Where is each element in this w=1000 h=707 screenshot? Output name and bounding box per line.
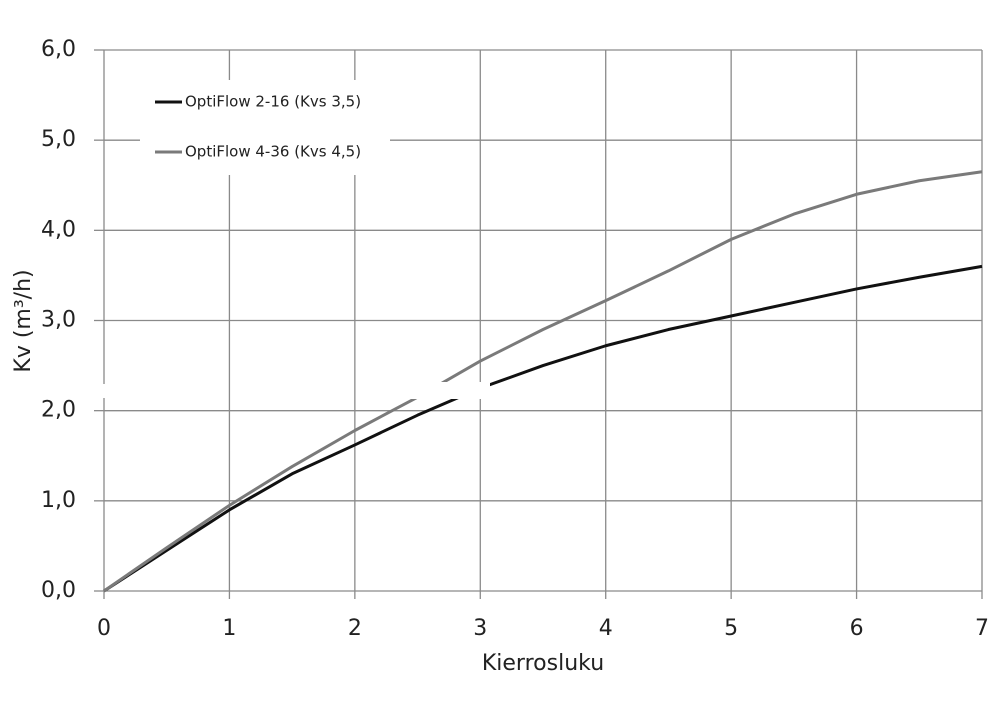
axis-break xyxy=(400,382,490,399)
plot-lines xyxy=(103,170,983,593)
x-tick-label: 2 xyxy=(348,616,362,641)
x-tick-label: 6 xyxy=(850,616,864,641)
x-tick-label: 4 xyxy=(599,616,613,641)
axis-break xyxy=(90,384,120,398)
y-tick-label: 4,0 xyxy=(41,217,76,242)
legend-label: OptiFlow 4-36 (Kvs 4,5) xyxy=(185,143,361,161)
y-tick-label: 6,0 xyxy=(41,37,76,62)
x-tick-label: 1 xyxy=(222,616,236,641)
y-tick-label: 2,0 xyxy=(41,398,76,423)
y-tick-label: 3,0 xyxy=(41,308,76,333)
y-tick-label: 5,0 xyxy=(41,127,76,152)
y-axis-label: Kv (m³/h) xyxy=(11,269,36,372)
legend-background xyxy=(140,80,390,175)
x-axis-label: Kierrosluku xyxy=(482,651,604,676)
y-tick-label: 0,0 xyxy=(41,578,76,603)
x-tick-label: 3 xyxy=(473,616,487,641)
legend: OptiFlow 2-16 (Kvs 3,5) OptiFlow 4-36 (Kv… xyxy=(155,93,361,161)
x-tick-label: 7 xyxy=(975,616,989,641)
y-tick-label: 1,0 xyxy=(41,488,76,513)
x-tick-label: 5 xyxy=(724,616,738,641)
x-tick-label: 0 xyxy=(97,616,111,641)
series-line xyxy=(103,170,983,593)
legend-label: OptiFlow 2-16 (Kvs 3,5) xyxy=(185,93,361,111)
series-line xyxy=(103,264,983,593)
